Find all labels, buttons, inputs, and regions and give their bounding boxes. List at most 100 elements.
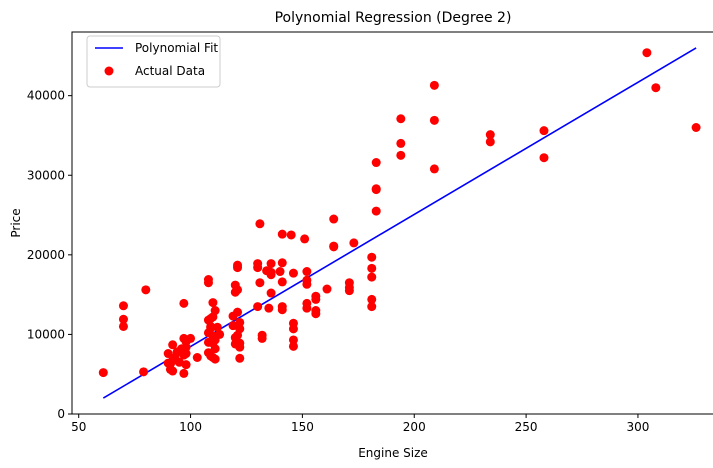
data-point bbox=[311, 309, 321, 319]
data-point bbox=[210, 344, 220, 354]
data-point bbox=[344, 278, 354, 288]
axes-frame bbox=[71, 31, 713, 415]
data-point bbox=[139, 367, 149, 377]
data-point bbox=[288, 335, 298, 345]
data-point bbox=[181, 342, 191, 352]
data-point bbox=[118, 321, 128, 331]
data-point bbox=[429, 80, 439, 90]
data-point bbox=[255, 219, 265, 229]
data-point bbox=[277, 229, 287, 239]
data-point bbox=[691, 123, 701, 132]
data-point bbox=[311, 294, 321, 304]
data-point bbox=[181, 349, 191, 359]
data-point bbox=[539, 126, 549, 136]
x-tick-label: 150 bbox=[291, 420, 314, 434]
data-point bbox=[277, 305, 287, 315]
data-point bbox=[286, 230, 296, 240]
data-point bbox=[233, 285, 243, 295]
data-point bbox=[215, 329, 225, 339]
y-tick-label: 20000 bbox=[27, 248, 65, 262]
data-point bbox=[181, 360, 191, 370]
data-point bbox=[118, 301, 128, 311]
data-point bbox=[277, 258, 287, 268]
data-point bbox=[349, 238, 359, 248]
data-point bbox=[288, 268, 298, 278]
data-point bbox=[203, 275, 213, 285]
data-point bbox=[396, 150, 406, 160]
data-point bbox=[266, 270, 276, 280]
legend-marker-swatch bbox=[104, 66, 114, 76]
data-point bbox=[302, 279, 312, 289]
data-point bbox=[642, 48, 652, 58]
data-point bbox=[208, 298, 218, 308]
data-point bbox=[539, 153, 549, 163]
data-point bbox=[192, 352, 202, 362]
data-point bbox=[485, 137, 495, 147]
data-point bbox=[210, 306, 220, 316]
data-point bbox=[288, 341, 298, 351]
data-point bbox=[485, 130, 495, 140]
data-point bbox=[651, 83, 661, 93]
legend-label-fit: Polynomial Fit bbox=[135, 41, 218, 55]
data-point bbox=[118, 314, 128, 324]
data-point bbox=[371, 206, 381, 216]
data-point bbox=[322, 284, 332, 294]
data-point bbox=[233, 307, 243, 317]
data-point bbox=[255, 278, 265, 288]
data-point bbox=[212, 322, 222, 332]
data-point bbox=[235, 317, 245, 327]
data-point bbox=[141, 285, 151, 295]
legend: Polynomial Fit Actual Data bbox=[86, 35, 221, 88]
data-point bbox=[367, 263, 377, 273]
data-point bbox=[186, 333, 196, 343]
data-point bbox=[168, 366, 178, 376]
y-tick-label: 10000 bbox=[27, 327, 65, 341]
data-point bbox=[277, 277, 287, 287]
data-point bbox=[396, 114, 406, 124]
data-point bbox=[179, 368, 189, 378]
data-point bbox=[302, 303, 312, 313]
x-tick-label: 200 bbox=[403, 420, 426, 434]
data-point bbox=[367, 252, 377, 262]
x-tick-label: 300 bbox=[626, 420, 649, 434]
data-point bbox=[206, 323, 216, 333]
data-point bbox=[329, 242, 339, 252]
data-point bbox=[266, 288, 276, 298]
x-tick-label: 100 bbox=[179, 420, 202, 434]
y-tick-label: 30000 bbox=[27, 168, 65, 182]
data-point bbox=[253, 259, 263, 269]
plot-area bbox=[98, 47, 701, 399]
data-point bbox=[275, 267, 285, 277]
x-tick-label: 50 bbox=[71, 420, 86, 434]
data-point bbox=[371, 158, 381, 168]
data-point bbox=[367, 302, 377, 312]
data-point bbox=[235, 353, 245, 363]
data-point bbox=[235, 324, 245, 334]
data-point bbox=[302, 267, 312, 277]
y-axis: 0 10000 20000 30000 40000 bbox=[27, 89, 72, 421]
data-point bbox=[168, 340, 178, 350]
x-tick-label: 250 bbox=[515, 420, 538, 434]
data-point bbox=[367, 294, 377, 304]
legend-label-data: Actual Data bbox=[135, 64, 205, 78]
data-point bbox=[264, 303, 274, 313]
data-point bbox=[429, 164, 439, 174]
data-point bbox=[233, 260, 243, 270]
x-axis: 50 100 150 200 250 300 bbox=[71, 414, 649, 434]
fit-line bbox=[102, 47, 697, 399]
data-point bbox=[253, 302, 263, 312]
data-point bbox=[396, 138, 406, 148]
data-point bbox=[257, 333, 267, 343]
y-tick-label: 40000 bbox=[27, 89, 65, 103]
data-point bbox=[179, 298, 189, 308]
data-point bbox=[429, 115, 439, 125]
data-point bbox=[98, 368, 108, 378]
y-tick-label: 0 bbox=[57, 407, 65, 421]
data-point bbox=[367, 272, 377, 282]
data-point bbox=[210, 354, 220, 364]
x-axis-label: Engine Size bbox=[358, 446, 428, 460]
data-point bbox=[228, 321, 238, 331]
data-point bbox=[288, 324, 298, 334]
data-point bbox=[266, 259, 276, 269]
